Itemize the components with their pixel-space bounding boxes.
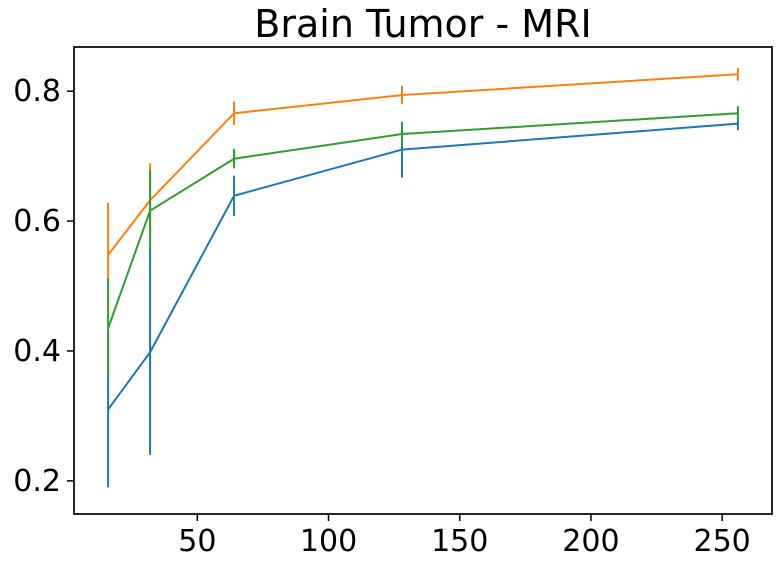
y-tick-label: 0.4 bbox=[13, 334, 61, 369]
x-tick-label: 100 bbox=[300, 524, 357, 559]
chart-title: Brain Tumor - MRI bbox=[254, 2, 591, 46]
x-tick-label: 150 bbox=[431, 524, 488, 559]
series-1-blue-line bbox=[107, 122, 738, 411]
x-tick-label: 200 bbox=[562, 524, 619, 559]
x-tick-label: 50 bbox=[178, 524, 216, 559]
y-tick-label: 0.6 bbox=[13, 204, 61, 239]
series-3-green-line bbox=[107, 112, 738, 329]
y-tick-label: 0.2 bbox=[13, 464, 61, 499]
series-2-orange-line bbox=[107, 73, 738, 256]
plot-frame bbox=[73, 46, 773, 515]
y-tick-label: 0.8 bbox=[13, 74, 61, 109]
x-tick-label: 250 bbox=[694, 524, 751, 559]
